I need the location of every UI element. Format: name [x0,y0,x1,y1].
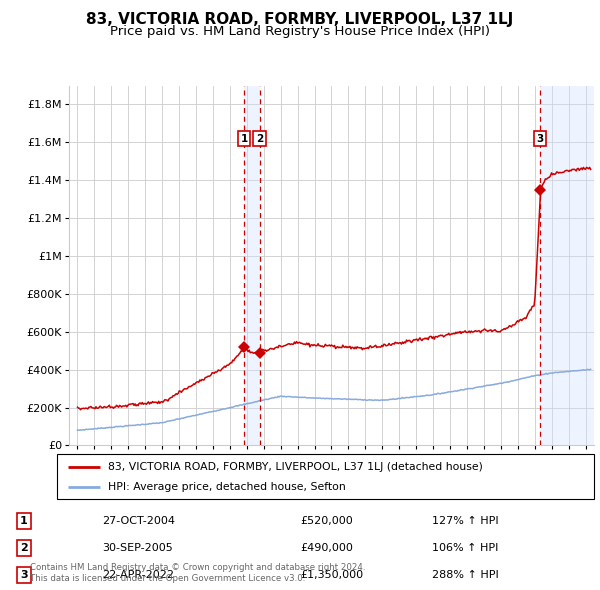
Text: 127% ↑ HPI: 127% ↑ HPI [432,516,499,526]
Text: £1,350,000: £1,350,000 [300,570,363,580]
Text: Contains HM Land Registry data © Crown copyright and database right 2024.: Contains HM Land Registry data © Crown c… [30,563,365,572]
Text: Price paid vs. HM Land Registry's House Price Index (HPI): Price paid vs. HM Land Registry's House … [110,25,490,38]
Text: 27-OCT-2004: 27-OCT-2004 [102,516,175,526]
Text: 83, VICTORIA ROAD, FORMBY, LIVERPOOL, L37 1LJ (detached house): 83, VICTORIA ROAD, FORMBY, LIVERPOOL, L3… [108,462,483,471]
Text: 22-APR-2022: 22-APR-2022 [102,570,174,580]
Text: 1: 1 [241,133,248,143]
Text: 2: 2 [256,133,263,143]
Text: HPI: Average price, detached house, Sefton: HPI: Average price, detached house, Seft… [108,482,346,492]
Text: 2: 2 [20,543,28,553]
Text: 30-SEP-2005: 30-SEP-2005 [102,543,173,553]
Text: This data is licensed under the Open Government Licence v3.0.: This data is licensed under the Open Gov… [30,574,305,583]
Text: 1: 1 [20,516,28,526]
Text: 3: 3 [20,570,28,580]
Bar [244,86,260,445]
Bar [540,86,594,445]
Text: £490,000: £490,000 [300,543,353,553]
Text: £520,000: £520,000 [300,516,353,526]
Text: 106% ↑ HPI: 106% ↑ HPI [432,543,499,553]
FancyBboxPatch shape [57,454,594,499]
Text: 288% ↑ HPI: 288% ↑ HPI [432,570,499,580]
Text: 83, VICTORIA ROAD, FORMBY, LIVERPOOL, L37 1LJ: 83, VICTORIA ROAD, FORMBY, LIVERPOOL, L3… [86,12,514,27]
Text: 3: 3 [536,133,544,143]
